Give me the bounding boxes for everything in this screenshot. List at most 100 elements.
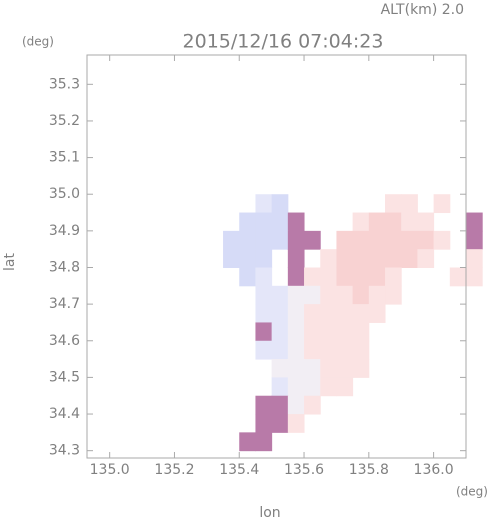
field-cell: [417, 249, 435, 268]
field-cell: [368, 285, 386, 305]
field-cell: [417, 230, 435, 250]
y-tick-label: 35.2: [49, 113, 80, 129]
y-tick-label: 34.8: [49, 259, 80, 275]
field-cell: [271, 285, 289, 305]
field-cell: [320, 377, 337, 397]
field-cell: [255, 414, 273, 433]
field-cell: [304, 359, 321, 378]
field-cell: [271, 340, 289, 360]
field-cell: [223, 249, 240, 268]
chart-title: 2015/12/16 07:04:23: [183, 31, 384, 53]
field-cell: [255, 194, 273, 214]
field-cell: [385, 285, 402, 305]
field-cell: [271, 194, 289, 214]
field-cell: [287, 377, 305, 397]
field-cell: [352, 359, 370, 378]
field-cell: [336, 377, 354, 397]
field-cell: [466, 267, 483, 287]
field-cell: [287, 322, 305, 342]
field-cell: [287, 267, 305, 287]
field-cell: [368, 304, 386, 323]
field-cell: [271, 414, 289, 433]
field-cell: [271, 212, 289, 232]
field-cell: [320, 340, 337, 360]
y-tick-label: 35.3: [49, 76, 80, 92]
field-cell: [368, 267, 386, 287]
field-cell: [304, 395, 321, 415]
field-cell: [255, 249, 273, 268]
field-cell: [287, 359, 305, 378]
field-cell: [466, 230, 483, 250]
field-cell: [385, 212, 402, 232]
field-cell: [466, 212, 483, 232]
field-cell: [368, 230, 386, 250]
field-cell: [271, 322, 289, 342]
field-cell: [239, 267, 256, 287]
field-cell: [352, 212, 370, 232]
field-cell: [304, 377, 321, 397]
field-cell: [255, 322, 273, 342]
y-tick-label: 34.4: [49, 406, 80, 422]
field-cell: [304, 340, 321, 360]
y-tick-label: 34.3: [49, 443, 80, 459]
field-cell: [255, 340, 273, 360]
field-cell: [336, 267, 354, 287]
field-cell: [304, 304, 321, 323]
field-cell: [287, 304, 305, 323]
field-cell: [287, 249, 305, 268]
field-cell: [320, 267, 337, 287]
field-cell: [336, 359, 354, 378]
field-cell: [255, 267, 273, 287]
field-cell: [255, 285, 273, 305]
y-tick-label: 35.1: [49, 150, 80, 166]
field-cell: [320, 249, 337, 268]
field-cell: [385, 194, 402, 214]
field-cell: [385, 267, 402, 287]
field: [223, 194, 483, 452]
y-tick-label: 35.0: [49, 186, 80, 202]
field-cell: [368, 249, 386, 268]
field-cell: [239, 249, 256, 268]
subtitle: ALT(km) 2.0: [381, 2, 464, 18]
field-cell: [401, 249, 418, 268]
field-cell: [449, 267, 467, 287]
field-cell: [385, 230, 402, 250]
field-cell: [304, 322, 321, 342]
field-cell: [352, 340, 370, 360]
field-cell: [271, 230, 289, 250]
field-cell: [352, 249, 370, 268]
field-cell: [223, 230, 240, 250]
field-cell: [336, 249, 354, 268]
field-cell: [271, 359, 289, 378]
field-cell: [352, 322, 370, 342]
field-cell: [255, 304, 273, 323]
field-cell: [401, 212, 418, 232]
field-cell: [368, 212, 386, 232]
field-cell: [352, 267, 370, 287]
field-cell: [401, 230, 418, 250]
x-tick-label: 135.4: [219, 462, 259, 478]
field-cell: [320, 285, 337, 305]
field-cell: [287, 212, 305, 232]
y-unit: (deg): [22, 35, 54, 49]
field-cell: [304, 230, 321, 250]
field-cell: [239, 212, 256, 232]
field-cell: [287, 285, 305, 305]
field-cell: [336, 304, 354, 323]
field-cell: [255, 212, 273, 232]
field-cell: [320, 322, 337, 342]
field-cell: [271, 304, 289, 323]
y-tick-label: 34.9: [49, 223, 80, 239]
field-cell: [336, 285, 354, 305]
field-cell: [271, 395, 289, 415]
field-cell: [433, 230, 451, 250]
field-cell: [336, 340, 354, 360]
field-cell: [352, 285, 370, 305]
field-cell: [271, 377, 289, 397]
x-tick-label: 135.6: [284, 462, 324, 478]
y-tick-label: 34.6: [49, 333, 80, 349]
field-cell: [287, 414, 305, 433]
field-cell: [255, 395, 273, 415]
